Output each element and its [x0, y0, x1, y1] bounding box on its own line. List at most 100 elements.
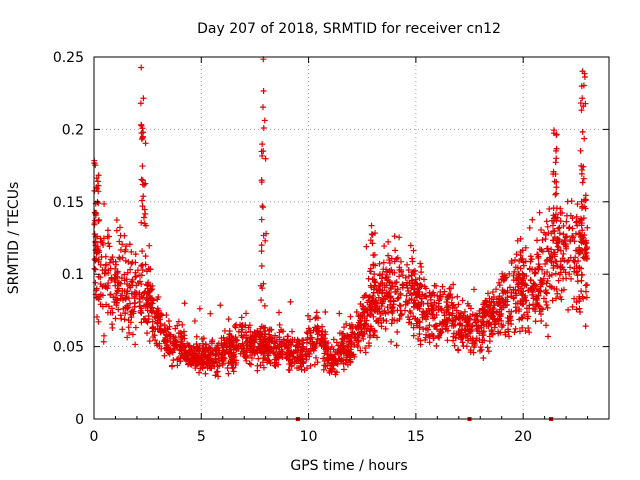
- data-point: [223, 341, 230, 348]
- data-point: [582, 323, 589, 330]
- data-point: [403, 292, 410, 299]
- data-point: [108, 305, 115, 312]
- data-point: [169, 363, 176, 370]
- data-point: [153, 340, 160, 347]
- data-point: [154, 305, 161, 312]
- data-point: [550, 262, 557, 269]
- data-point: [378, 323, 385, 330]
- data-point: [573, 269, 580, 276]
- data-point: [257, 340, 264, 347]
- data-point: [447, 291, 454, 298]
- data-point: [489, 289, 496, 296]
- data-point: [161, 352, 168, 359]
- data-point: [343, 320, 350, 327]
- data-point: [151, 332, 158, 339]
- data-point: [397, 303, 404, 310]
- data-point: [526, 224, 533, 231]
- data-point: [548, 259, 555, 266]
- data-point: [529, 289, 536, 296]
- data-point: [417, 341, 424, 348]
- data-point: [144, 319, 151, 326]
- data-point: [177, 329, 184, 336]
- data-point: [107, 265, 114, 272]
- data-point: [372, 282, 379, 289]
- data-point: [485, 348, 492, 355]
- data-point: [258, 179, 265, 186]
- data-point: [527, 276, 534, 283]
- data-point: [437, 293, 444, 300]
- data-point: [138, 305, 145, 312]
- data-point: [369, 276, 376, 283]
- data-point: [235, 328, 242, 335]
- data-point: [467, 305, 474, 312]
- data-point: [308, 334, 315, 341]
- data-point: [388, 255, 395, 262]
- data-point: [138, 130, 145, 137]
- data-point: [204, 346, 211, 353]
- data-point: [555, 277, 562, 284]
- data-point: [138, 176, 145, 183]
- data-point: [517, 249, 524, 256]
- data-point: [412, 267, 419, 274]
- data-point: [575, 258, 582, 265]
- data-point: [138, 121, 145, 128]
- data-point: [449, 294, 456, 301]
- data-point: [280, 328, 287, 335]
- data-point: [477, 347, 484, 354]
- data-point: [578, 265, 585, 272]
- y-tick-label: 0: [75, 412, 84, 428]
- data-point: [518, 277, 525, 284]
- data-point: [513, 274, 520, 281]
- data-point: [371, 327, 378, 334]
- data-point: [546, 273, 553, 280]
- data-point: [143, 268, 150, 275]
- data-point: [379, 271, 386, 278]
- data-point: [260, 204, 267, 211]
- data-point: [429, 302, 436, 309]
- data-point: [397, 290, 404, 297]
- data-point: [502, 331, 509, 338]
- data-point: [109, 324, 116, 331]
- data-point: [563, 218, 570, 225]
- data-point: [150, 325, 157, 332]
- data-point: [272, 351, 279, 358]
- data-point: [154, 296, 161, 303]
- data-point: [368, 306, 375, 313]
- data-point: [476, 337, 483, 344]
- data-point: [146, 288, 153, 295]
- data-point: [259, 152, 266, 159]
- data-point: [110, 258, 117, 265]
- data-point: [410, 324, 417, 331]
- data-point: [146, 338, 153, 345]
- data-point: [496, 282, 503, 289]
- data-point: [519, 292, 526, 299]
- data-point: [581, 135, 588, 142]
- data-point: [191, 351, 198, 358]
- data-point: [123, 276, 130, 283]
- data-point: [119, 326, 126, 333]
- data-point: [285, 333, 292, 340]
- data-point: [95, 318, 102, 325]
- data-point: [439, 319, 446, 326]
- data-point: [117, 312, 124, 319]
- data-point: [245, 324, 252, 331]
- data-point: [431, 282, 438, 289]
- data-point: [385, 238, 392, 245]
- data-point: [139, 197, 146, 204]
- data-point: [362, 306, 369, 313]
- data-point: [115, 279, 122, 286]
- data-point: [579, 179, 586, 186]
- data-point: [403, 282, 410, 289]
- data-point: [386, 259, 393, 266]
- data-point: [543, 218, 550, 225]
- data-point: [438, 329, 445, 336]
- x-tick-label: 15: [407, 429, 425, 445]
- data-point: [261, 117, 268, 124]
- data-point: [554, 240, 561, 247]
- data-point: [142, 253, 149, 260]
- data-point: [441, 288, 448, 295]
- data-point: [584, 224, 591, 231]
- data-point: [321, 350, 328, 357]
- data-point: [560, 222, 567, 229]
- data-point: [504, 301, 511, 308]
